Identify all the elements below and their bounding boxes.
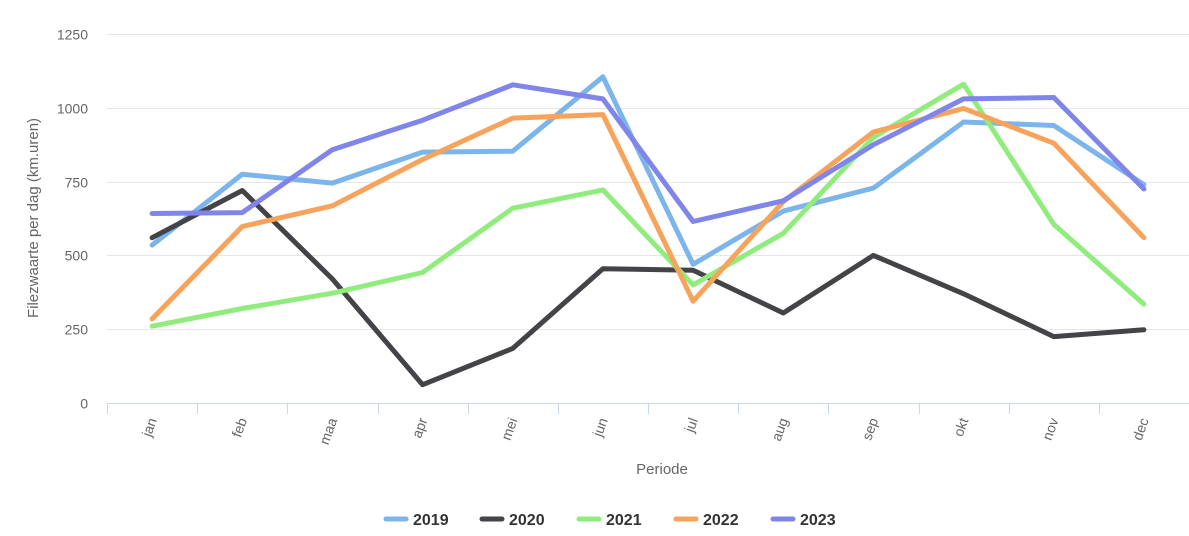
x-tick-label: nov <box>1039 416 1062 443</box>
y-tick-label: 0 <box>80 396 88 412</box>
x-tick-label: jul <box>681 416 701 436</box>
series-line-2021 <box>149 81 1147 329</box>
x-tick-label: jan <box>138 416 160 440</box>
y-tick-label: 500 <box>65 248 89 264</box>
legend-item-2019[interactable]: 2019 <box>383 512 449 529</box>
x-tick-label: sep <box>858 415 881 442</box>
legend-label: 2022 <box>703 512 739 529</box>
legend-label: 2021 <box>606 512 642 529</box>
legend-item-2021[interactable]: 2021 <box>576 512 642 529</box>
series-line-2020 <box>149 188 1147 388</box>
series-line-2022 <box>149 105 1147 322</box>
y-tick-label: 1000 <box>57 101 88 117</box>
legend-item-2023[interactable]: 2023 <box>770 512 836 529</box>
y-axis-ticks: 0 250 500 750 1000 1250 <box>57 27 88 412</box>
x-tick-label: feb <box>228 415 250 439</box>
y-tick-label: 250 <box>65 322 89 338</box>
x-tick-label: mei <box>498 416 521 443</box>
y-tick-label: 1250 <box>57 27 88 43</box>
legend-label: 2019 <box>413 512 449 529</box>
series-line-2023 <box>149 82 1147 224</box>
series-lines <box>149 74 1147 388</box>
legend: 2019 2020 2021 2022 2023 <box>383 512 836 529</box>
x-tick-label: maa <box>316 415 340 446</box>
x-tick-label: dec <box>1129 416 1152 443</box>
x-tick-label: okt <box>950 415 971 438</box>
legend-label: 2020 <box>509 512 545 529</box>
series-line-2019 <box>149 74 1147 267</box>
x-tick-label: aug <box>768 416 791 443</box>
legend-item-2020[interactable]: 2020 <box>479 512 545 529</box>
x-tick-label: apr <box>408 415 430 440</box>
x-axis-ticks: jan feb maa apr mei jun jul aug sep okt nov dec <box>107 404 1152 447</box>
legend-label: 2023 <box>800 512 836 529</box>
y-tick-label: 750 <box>65 175 89 191</box>
x-tick-label: jun <box>589 416 611 440</box>
y-axis-title: Filezwaarte per dag (km.uren) <box>25 118 42 318</box>
x-axis-title: Periode <box>636 461 688 478</box>
legend-item-2022[interactable]: 2022 <box>673 512 739 529</box>
